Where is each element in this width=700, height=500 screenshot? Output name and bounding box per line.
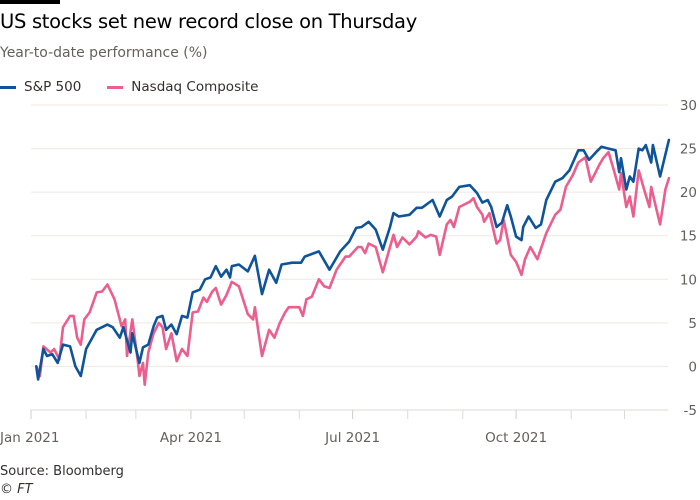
y-tick-label: 0 (688, 359, 697, 375)
x-tick-label: Apr 2021 (160, 430, 222, 446)
legend-item-nasdaq: Nasdaq Composite (107, 79, 258, 95)
y-tick-label: 25 (680, 142, 697, 158)
y-tick-label: 5 (688, 316, 697, 332)
x-tick-label: Oct 2021 (485, 430, 547, 446)
brand-bar (0, 0, 60, 4)
y-tick-label: 10 (680, 272, 697, 288)
x-tick-label: Jul 2021 (324, 430, 380, 446)
series-line-sp500 (35, 138, 671, 381)
chart-title: US stocks set new record close on Thursd… (0, 10, 417, 33)
copyright-note: © FT (0, 482, 33, 497)
legend-swatch-nasdaq (107, 85, 124, 89)
line-chart: 30 25 20 15 10 5 0 -5 Jan 2021 Apr 2021 Jul 2021 Oc… (0, 98, 697, 446)
y-tick-label: 15 (680, 229, 697, 245)
legend-swatch-sp500 (0, 85, 16, 89)
legend-item-sp500: S&P 500 (0, 79, 81, 95)
legend-label-sp500: S&P 500 (24, 79, 82, 95)
y-tick-label: 30 (680, 98, 697, 114)
source-note: Source: Bloomberg (0, 464, 124, 479)
legend: S&P 500 Nasdaq Composite (0, 79, 258, 95)
y-tick-label: -5 (684, 403, 697, 419)
x-tick-label: Jan 2021 (0, 430, 59, 446)
chart-subtitle: Year-to-date performance (%) (0, 45, 208, 61)
legend-label-nasdaq: Nasdaq Composite (131, 79, 259, 95)
y-tick-label: 20 (680, 185, 697, 201)
